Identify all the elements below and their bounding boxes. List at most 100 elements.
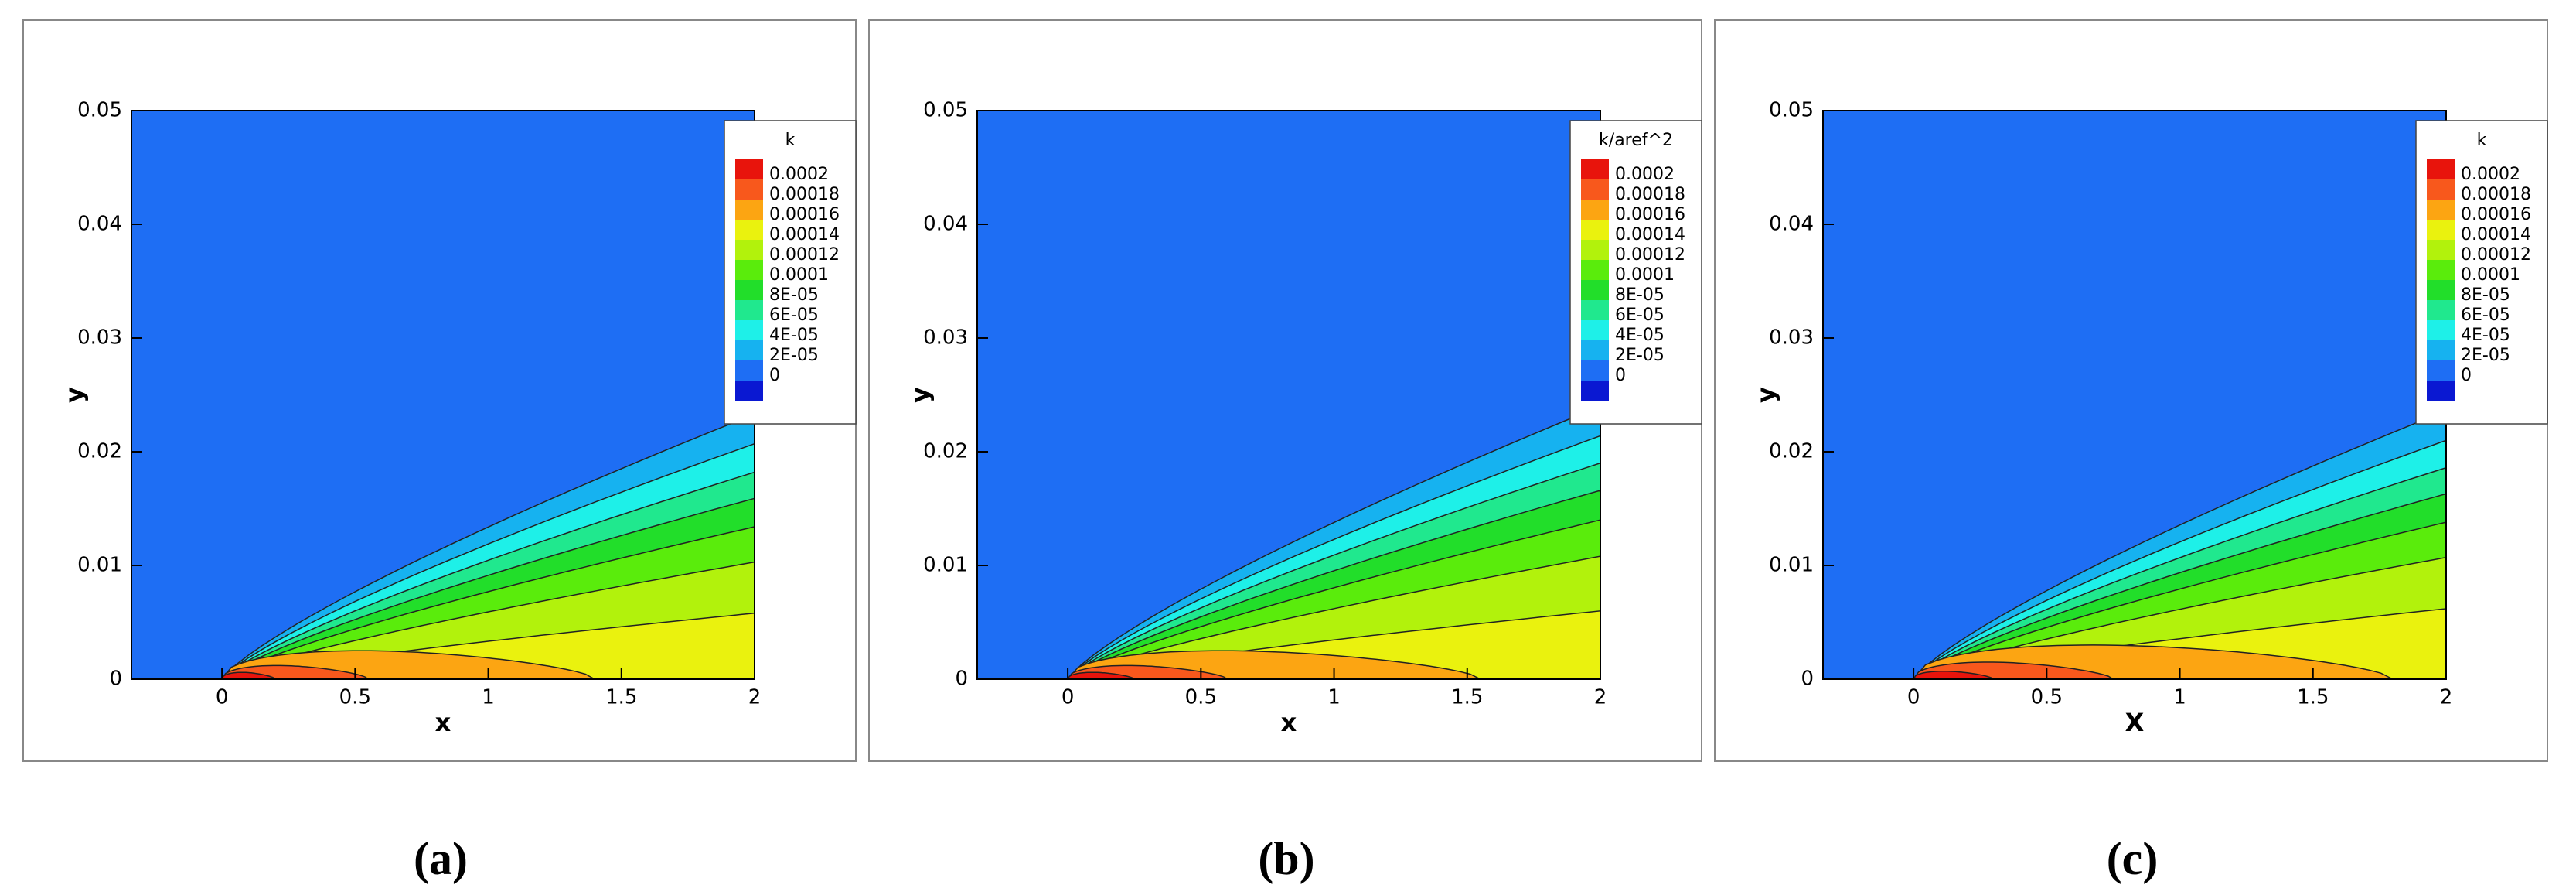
y-tick-label: 0.05 — [1769, 99, 1814, 122]
legend-label: 0.00014 — [769, 225, 840, 244]
legend-label: 0.0001 — [769, 265, 829, 285]
y-tick-label: 0 — [1801, 668, 1814, 691]
legend-label: 0 — [769, 366, 780, 385]
legend-label: 8E-05 — [769, 285, 819, 305]
x-tick-label: 0 — [1061, 686, 1075, 709]
legend-swatch — [1581, 320, 1609, 340]
y-tick-label: 0.04 — [923, 213, 968, 236]
legend-label: 2E-05 — [1615, 346, 1665, 365]
legend-swatch — [2427, 381, 2455, 401]
legend-swatch — [2427, 360, 2455, 381]
x-tick-label: 1.5 — [1451, 686, 1483, 709]
legend-swatch — [1581, 280, 1609, 300]
legend-swatch — [735, 280, 763, 300]
legend-swatch — [2427, 260, 2455, 280]
contour-band — [1066, 671, 1136, 680]
x-tick-label: 0.5 — [2031, 686, 2063, 709]
legend-swatch — [735, 340, 763, 360]
legend-label: 0.00016 — [1615, 205, 1685, 224]
y-tick-label: 0.01 — [1769, 554, 1814, 577]
legend-label: 8E-05 — [2461, 285, 2510, 305]
x-tick-label: 0.5 — [339, 686, 371, 709]
x-tick-label: 0 — [216, 686, 229, 709]
legend-swatch — [735, 159, 763, 179]
y-axis-label: y — [905, 387, 935, 403]
legend-label: 6E-05 — [2461, 306, 2510, 325]
legend-swatch — [1581, 381, 1609, 401]
legend-label: 4E-05 — [769, 326, 819, 345]
legend-label: 0.00014 — [1615, 225, 1685, 244]
legend-label: 0.00018 — [1615, 185, 1685, 204]
legend-swatch — [1581, 200, 1609, 220]
y-tick-label: 0.02 — [77, 440, 122, 463]
legend-swatch — [735, 220, 763, 240]
legend-label: 6E-05 — [1615, 306, 1665, 325]
legend-label: 4E-05 — [1615, 326, 1665, 345]
legend-label: 0.0002 — [769, 165, 829, 184]
legend-label: 0.00012 — [1615, 245, 1685, 265]
x-tick-label: 1 — [1327, 686, 1341, 709]
legend-swatch — [735, 240, 763, 260]
y-tick-label: 0.04 — [77, 213, 122, 236]
caption: (a) — [414, 833, 468, 884]
legend-swatch — [2427, 240, 2455, 260]
legend-swatch — [735, 200, 763, 220]
legend-swatch — [2427, 300, 2455, 320]
legend-swatch — [2427, 179, 2455, 200]
legend-label: 0.0001 — [1615, 265, 1675, 285]
legend-swatch — [2427, 340, 2455, 360]
legend-swatch — [1581, 240, 1609, 260]
legend-label: 0.00018 — [769, 185, 840, 204]
legend-label: 4E-05 — [2461, 326, 2510, 345]
legend-swatch — [1581, 260, 1609, 280]
legend-label: 0.00018 — [2461, 185, 2531, 204]
legend-swatch — [1581, 179, 1609, 200]
x-tick-label: 2 — [1594, 686, 1607, 709]
x-tick-label: 1.5 — [2297, 686, 2329, 709]
x-axis-label: x — [435, 708, 451, 737]
legend-label: 8E-05 — [1615, 285, 1665, 305]
caption: (b) — [1258, 833, 1314, 884]
y-tick-label: 0.01 — [923, 554, 968, 577]
x-tick-label: 1.5 — [605, 686, 637, 709]
legend-swatch — [2427, 320, 2455, 340]
legend-swatch — [2427, 280, 2455, 300]
legend-swatch — [2427, 200, 2455, 220]
legend-label: 0.0002 — [1615, 165, 1675, 184]
panel: 0 0.5 1 1.5 200.010.020.030.040.05xyk0.00020… — [22, 19, 857, 884]
y-axis-label: y — [1751, 387, 1780, 403]
y-axis-label: y — [60, 387, 89, 403]
legend-title: k/aref^2 — [1599, 131, 1673, 150]
legend-swatch — [2427, 220, 2455, 240]
x-axis-label: x — [1281, 708, 1297, 737]
caption: (c) — [2107, 833, 2159, 884]
y-tick-label: 0.04 — [1769, 213, 1814, 236]
legend-title: k — [2477, 131, 2487, 150]
y-tick-label: 0.05 — [77, 99, 122, 122]
legend-swatch — [2427, 159, 2455, 179]
x-tick-label: 1 — [2173, 686, 2186, 709]
y-tick-label: 0.02 — [923, 440, 968, 463]
panel: 0 0.5 1 1.5 200.010.020.030.040.05Xyk0.00020… — [1714, 19, 2548, 884]
legend-swatch — [735, 320, 763, 340]
legend-label: 0.00016 — [769, 205, 840, 224]
y-tick-label: 0 — [109, 668, 122, 691]
legend-label: 2E-05 — [769, 346, 819, 365]
x-axis-label: X — [2125, 708, 2145, 737]
legend-swatch — [735, 260, 763, 280]
contour-band — [220, 671, 277, 680]
legend-label: 0.00016 — [2461, 205, 2531, 224]
legend-swatch — [1581, 340, 1609, 360]
y-tick-label: 0.03 — [77, 326, 122, 350]
legend-label: 0.0001 — [2461, 265, 2520, 285]
legend-swatch — [1581, 159, 1609, 179]
legend-label: 0.0002 — [2461, 165, 2520, 184]
y-tick-label: 0 — [955, 668, 968, 691]
x-tick-label: 2 — [2440, 686, 2453, 709]
y-tick-label: 0.02 — [1769, 440, 1814, 463]
legend-label: 0.00012 — [769, 245, 840, 265]
x-tick-label: 1 — [482, 686, 495, 709]
panel: 0 0.5 1 1.5 2 0 0.01 0.02 0.03 0.04 0.05 x y k/aref^2… — [868, 19, 1702, 884]
legend-label: 0 — [2461, 366, 2472, 385]
